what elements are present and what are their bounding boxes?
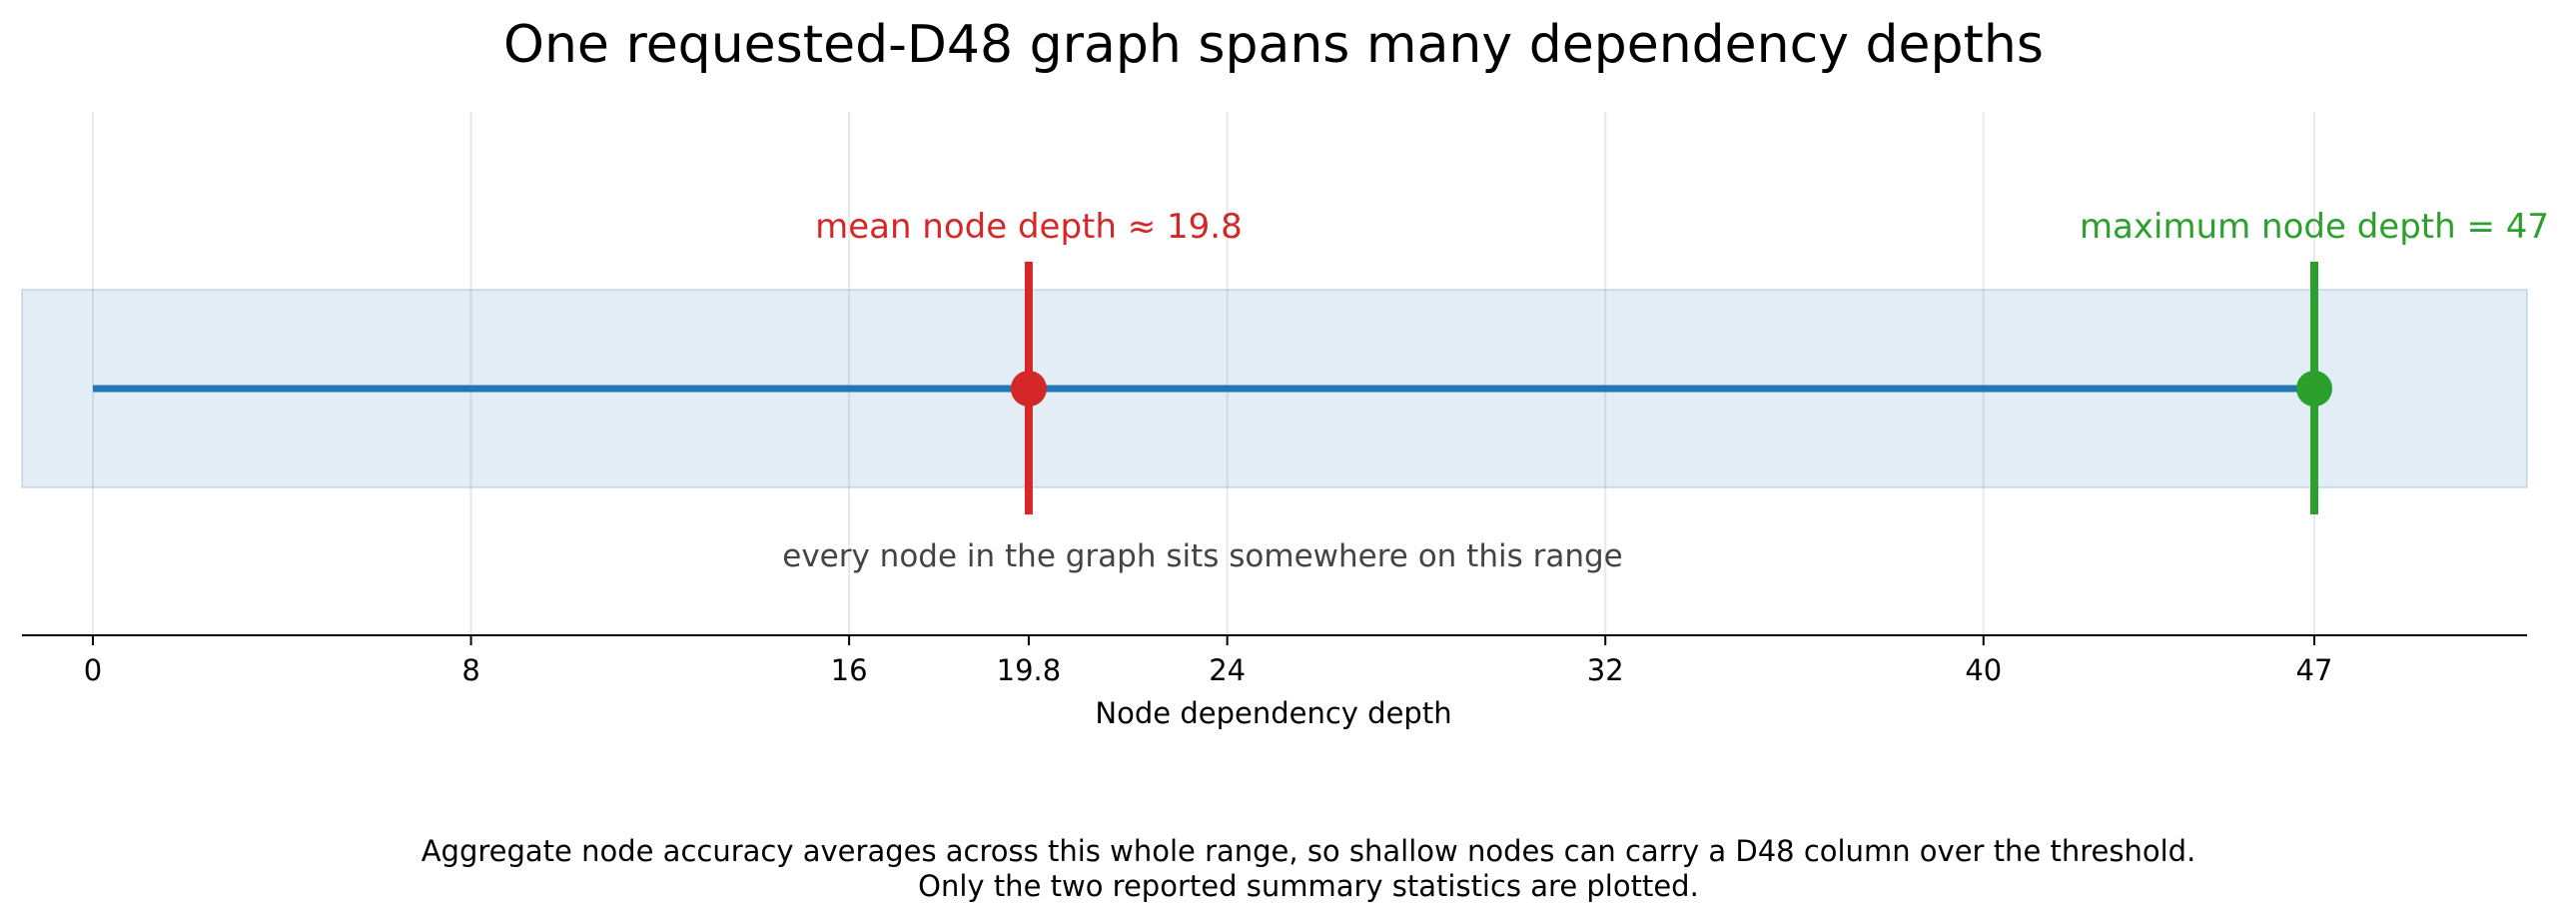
x-axis-ticks: 0 8 16 19.8 24 32 40 47 — [84, 635, 2333, 687]
x-tick-label: 16 — [831, 653, 868, 687]
range-note: every node in the graph sits somewhere o… — [782, 538, 1623, 574]
mean-node-depth-label: mean node depth ≈ 19.8 — [815, 207, 1243, 247]
x-tick-label: 19.8 — [997, 653, 1062, 687]
x-tick-label: 32 — [1587, 653, 1624, 687]
caption-line-1: Aggregate node accuracy averages across … — [422, 834, 2196, 868]
x-tick-label: 40 — [1965, 653, 2002, 687]
summary-markers: mean node depth ≈ 19.8 maximum node depth… — [815, 207, 2549, 514]
caption-line-2: Only the two reported summary statistics… — [918, 869, 1699, 903]
x-tick-label: 47 — [2296, 653, 2333, 687]
mean-node-depth-point — [1010, 371, 1047, 407]
x-tick-label: 0 — [84, 653, 102, 687]
maximum-node-depth-label: maximum node depth = 47 — [2080, 207, 2549, 247]
chart-title: One requested-D48 graph spans many depen… — [503, 15, 2044, 75]
x-axis-label: Node dependency depth — [1095, 696, 1451, 730]
grid-lines — [92, 112, 2315, 635]
x-tick-label: 24 — [1209, 653, 1246, 687]
x-tick-label: 8 — [461, 653, 479, 687]
maximum-node-depth-point — [2296, 371, 2332, 407]
